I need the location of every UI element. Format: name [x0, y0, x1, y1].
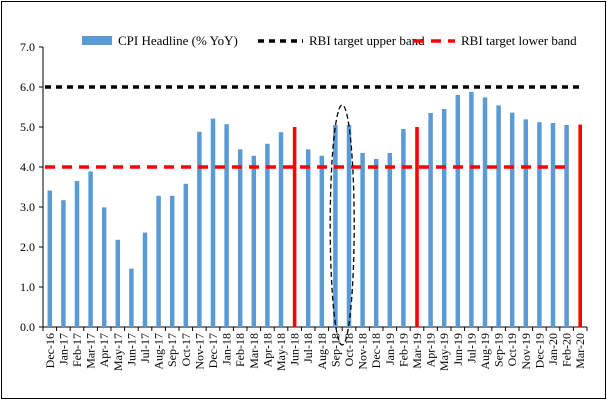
x-tick-label: May-19 [437, 333, 451, 371]
cpi-bar [224, 124, 229, 327]
x-tick-label: Oct-19 [505, 333, 519, 366]
x-tick-label: Jun-17 [124, 333, 138, 366]
cpi-bar [142, 232, 148, 327]
cpi-bar [319, 155, 325, 327]
cpi-bar [333, 125, 338, 327]
cpi-bar [387, 153, 393, 327]
y-tick-label: 7.0 [20, 40, 35, 54]
highlighted-bar [292, 127, 297, 327]
cpi-bar [523, 119, 529, 328]
x-tick-label: Mar-20 [573, 333, 587, 369]
highlighted-bar [415, 127, 419, 327]
x-tick-label: Nov-18 [356, 333, 370, 370]
y-tick-label: 3.0 [20, 200, 35, 214]
x-tick-label: Mar-18 [247, 333, 261, 369]
cpi-bar [496, 105, 501, 328]
cpi-bar [210, 118, 216, 327]
y-tick-label: 1.0 [20, 280, 35, 294]
x-tick-label: Aug-18 [315, 333, 329, 370]
y-tick-label: 2.0 [20, 240, 35, 254]
x-tick-label: Sep-19 [492, 333, 506, 367]
x-tick-label: May-18 [274, 333, 288, 371]
cpi-bar [469, 91, 474, 327]
x-tick-label: Jun-19 [451, 333, 465, 366]
x-tick-label: Jan-19 [383, 333, 397, 365]
x-tick-label: Oct-18 [342, 333, 356, 366]
cpi-bar [550, 123, 556, 327]
cpi-bar [183, 183, 189, 327]
x-tick-label: Dec-18 [369, 333, 383, 368]
cpi-bar [197, 131, 202, 327]
x-tick-label: Jul-18 [301, 333, 315, 363]
x-tick-label: Feb-20 [560, 333, 574, 367]
x-tick-label: Sep-18 [328, 333, 342, 367]
y-tick-label: 4.0 [20, 160, 35, 174]
cpi-bar [237, 149, 243, 327]
cpi-bar [88, 171, 93, 327]
annotation-ellipse [329, 104, 355, 346]
x-tick-label: Dec-16 [43, 333, 57, 368]
y-tick-label: 5.0 [20, 120, 35, 134]
x-tick-label: Apr-19 [424, 333, 438, 367]
x-tick-label: Nov-17 [192, 333, 206, 370]
highlighted-bar [578, 124, 582, 327]
cpi-bar [455, 95, 461, 327]
x-tick-label: Jan-18 [220, 333, 234, 365]
cpi-bar [509, 112, 515, 327]
legend-label-lower: RBI target lower band [461, 33, 577, 48]
x-tick-label: Jul-19 [464, 333, 478, 363]
legend-label-upper: RBI target upper band [309, 33, 425, 48]
cpi-bar [156, 195, 161, 327]
legend-label-cpi: CPI Headline (% YoY) [118, 33, 238, 48]
cpi-bar [373, 159, 379, 327]
cpi-bar [115, 239, 121, 327]
x-tick-label: Aug-19 [478, 333, 492, 370]
legend-swatch-cpi [82, 36, 112, 45]
cpi-bar [47, 190, 53, 327]
y-tick-label: 0.0 [20, 320, 35, 334]
x-tick-label: Jan-17 [56, 333, 70, 365]
cpi-bar [564, 125, 569, 327]
cpi-bar [428, 113, 433, 327]
cpi-bar [251, 155, 257, 327]
cpi-bar [265, 143, 270, 327]
cpi-bar [101, 207, 107, 327]
x-tick-label: Aug-17 [152, 333, 166, 370]
cpi-bar [74, 181, 80, 327]
x-tick-label: Mar-17 [84, 333, 98, 369]
x-tick-label: Feb-18 [233, 333, 247, 367]
cpi-bar [401, 129, 406, 327]
cpi-bar [346, 125, 352, 327]
cpi-bar [360, 153, 365, 327]
x-tick-label: Jul-17 [138, 333, 152, 363]
cpi-bar [129, 268, 134, 327]
x-tick-label: Mar-19 [410, 333, 424, 369]
cpi-bar [441, 109, 447, 327]
x-tick-label: Dec-19 [532, 333, 546, 368]
x-tick-label: Apr-18 [260, 333, 274, 367]
x-tick-label: Sep-17 [165, 333, 179, 367]
cpi-bar [482, 97, 488, 328]
x-tick-label: Apr-17 [97, 333, 111, 367]
x-tick-label: Oct-17 [179, 333, 193, 366]
x-tick-label: Nov-19 [519, 333, 533, 370]
cpi-bar [169, 195, 175, 327]
x-tick-label: Feb-17 [70, 333, 84, 367]
x-tick-label: Feb-19 [396, 333, 410, 367]
x-tick-label: Jun-18 [288, 333, 302, 366]
x-tick-label: May-17 [111, 333, 125, 371]
cpi-bar [61, 200, 66, 327]
x-tick-label: Jan-20 [546, 333, 560, 365]
x-tick-label: Dec-17 [206, 333, 220, 368]
cpi-bar [305, 149, 311, 327]
cpi-bar [278, 132, 284, 327]
cpi-bar [537, 122, 542, 327]
y-tick-label: 6.0 [20, 80, 35, 94]
